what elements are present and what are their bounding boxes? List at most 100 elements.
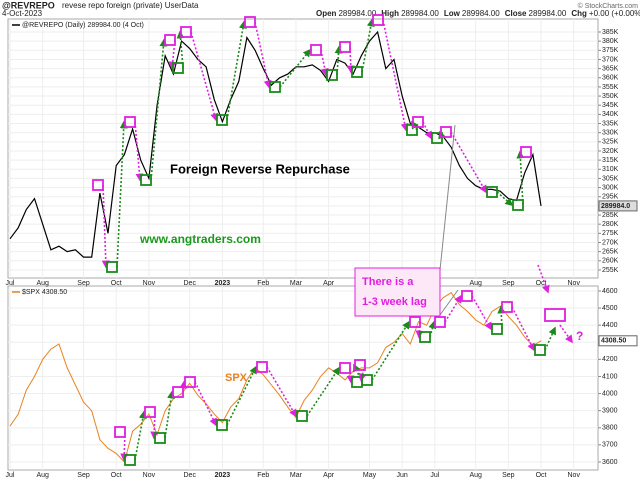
signal-arrow [134, 410, 147, 461]
annotation-url: www.angtraders.com [139, 232, 261, 246]
x-tick-label: Mar [290, 280, 303, 287]
quote-value: 289984.00 [338, 9, 376, 18]
signal-arrow [346, 46, 355, 74]
y-tick-label: 255K [602, 267, 619, 274]
y-tick-label: 4000 [602, 390, 618, 397]
x-tick-label: Nov [143, 280, 156, 287]
x-tick-label: Sep [502, 280, 515, 287]
signal-arrow [266, 366, 297, 418]
signal-box [520, 146, 532, 158]
signal-arrow [254, 21, 272, 89]
y-tick-label: 385K [602, 29, 619, 36]
x-tick-label: Oct [111, 280, 122, 287]
y-tick-label: 345K [602, 102, 619, 109]
signal-arrow [428, 320, 437, 338]
line-series [9, 292, 542, 463]
y-tick-label: 375K [602, 47, 619, 54]
x-tick-label: Feb [257, 280, 269, 287]
legend-entry: @REVREPO (Daily) 289984.00 (4 Oct) [22, 22, 144, 29]
annotation-spx: SPX [225, 372, 248, 384]
y-tick-label: 365K [602, 65, 619, 72]
y-tick-label: 3800 [602, 425, 618, 432]
x-tick-label: Nov [143, 472, 156, 479]
signal-arrow [120, 431, 129, 462]
x-tick-label: Feb [257, 472, 269, 479]
x-tick-label: Jul [430, 472, 439, 479]
bottom-panel [7, 285, 599, 471]
x-tick-label: Nov [568, 280, 581, 287]
signal-arrow [320, 49, 329, 77]
signal-arrow [168, 39, 177, 70]
signal-arrow [511, 306, 535, 352]
signal-arrow [516, 150, 525, 206]
top-panel [7, 18, 599, 279]
y-tick-label: 325K [602, 139, 619, 146]
x-tick-label: Jun [397, 472, 408, 479]
quote-value: 289984.00 [529, 9, 567, 18]
callout-line: 1-3 week lag [362, 296, 427, 308]
y-tick-label: 4200 [602, 356, 618, 363]
y-tick-label: 280K [602, 221, 619, 228]
y-tick-label: 350K [602, 93, 619, 100]
x-tick-label: May [363, 472, 377, 479]
quote-label: Close [505, 9, 527, 18]
signal-arrow [411, 120, 419, 131]
y-tick-label: 4500 [602, 305, 618, 312]
last-value-tag [598, 200, 638, 212]
y-tick-label: 360K [602, 75, 619, 82]
signal-arrow [190, 31, 219, 122]
callout-line: There is a [362, 276, 414, 288]
x-tick-label: Sep [502, 472, 515, 479]
pointer [439, 289, 459, 316]
signal-box [544, 308, 566, 322]
y-tick-label: 315K [602, 157, 619, 164]
x-tick-label: 2023 [215, 472, 231, 479]
last-value-tag [598, 335, 638, 347]
signal-arrow [306, 366, 340, 417]
signal-box [501, 301, 513, 313]
y-tick-label: 305K [602, 175, 619, 182]
y-tick-label: 4600 [602, 288, 618, 295]
y-tick-label: 3900 [602, 408, 618, 415]
quote-label: Open [316, 9, 337, 18]
y-tick-label: 260K [602, 258, 619, 265]
signal-arrow [134, 121, 144, 182]
signal-arrow [334, 45, 343, 76]
signal-arrow [382, 19, 409, 132]
y-tick-label: 275K [602, 230, 619, 237]
pointer [439, 124, 456, 271]
quote-value: +0.00 (+0.00%) [589, 9, 640, 18]
legend-entry: $SPX 4308.50 [22, 289, 67, 296]
signal-arrow [371, 320, 410, 381]
y-tick-label: 4100 [602, 373, 618, 380]
signal-arrow [179, 380, 188, 393]
x-tick-label: Mar [290, 472, 303, 479]
y-tick-label: 380K [602, 38, 619, 45]
x-tick-label: Dec [184, 472, 197, 479]
x-tick-label: Jul [6, 472, 15, 479]
date: 4-Oct-2023 [2, 9, 43, 18]
y-tick-label: 285K [602, 212, 619, 219]
signal-arrow [422, 121, 432, 140]
x-tick-label: Aug [36, 280, 49, 287]
signal-arrow [150, 38, 168, 181]
x-tick-label: Apr [323, 280, 335, 287]
signal-arrow [116, 120, 128, 268]
x-tick-label: Sep [77, 280, 90, 287]
y-tick-label: 340K [602, 111, 619, 118]
signal-arrow [353, 363, 363, 383]
signal-arrow [101, 184, 110, 269]
x-tick-label: Dec [184, 280, 197, 287]
y-tick-label: 330K [602, 130, 619, 137]
y-tick-label: 300K [602, 184, 619, 191]
y-tick-label: 4400 [602, 322, 618, 329]
y-tick-label: 320K [602, 148, 619, 155]
x-tick-label: Sep [77, 472, 90, 479]
y-tick-label: 310K [602, 166, 619, 173]
signal-arrow [537, 264, 550, 294]
last-value-label: 4308.50 [601, 338, 626, 345]
signal-arrow [361, 18, 375, 73]
signal-arrow [450, 131, 487, 194]
credit: © StockCharts.com [578, 2, 639, 10]
quote-value: 289984.00 [401, 9, 439, 18]
